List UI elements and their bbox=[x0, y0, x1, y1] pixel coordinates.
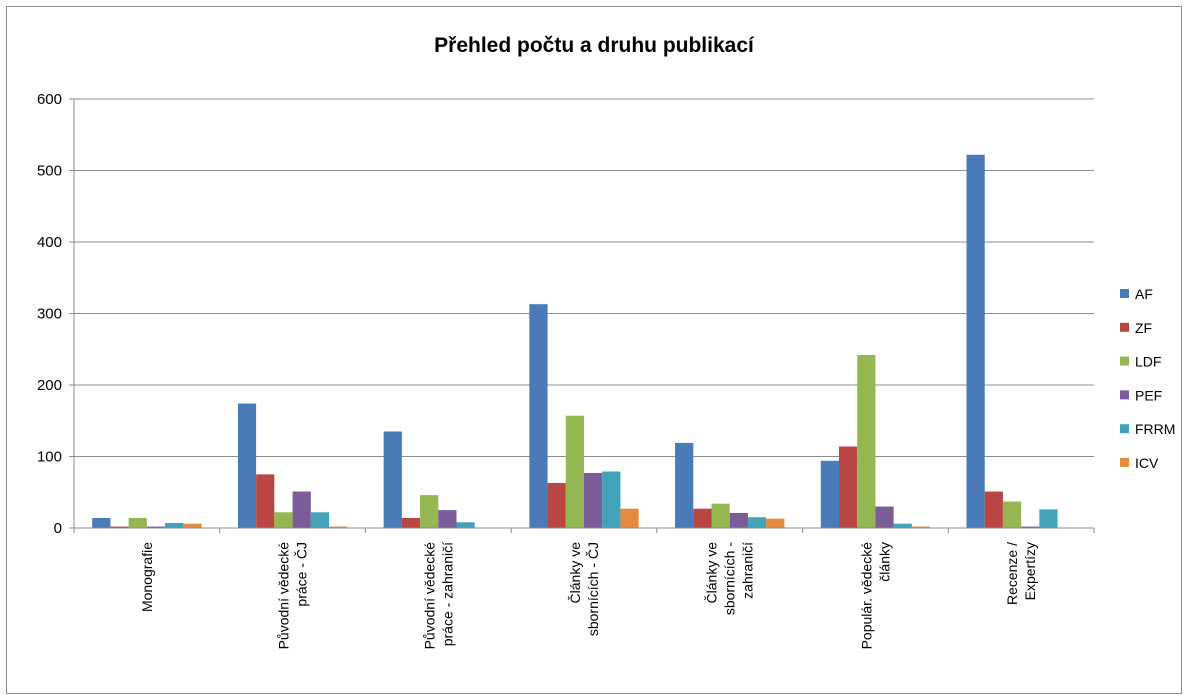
category-label-text: Recenze / Expertízy bbox=[1004, 542, 1038, 605]
category-label: Populár. vědecké články bbox=[858, 542, 892, 650]
category-label: Monografie bbox=[139, 542, 155, 612]
bar-af-0 bbox=[92, 517, 111, 528]
category-label-line: Expertízy bbox=[1022, 542, 1038, 600]
legend-swatch-frrm bbox=[1120, 424, 1129, 434]
bar-af-1 bbox=[237, 403, 257, 528]
category-label-text: Články ve sbornících - ČJ bbox=[567, 542, 601, 636]
category-label-line: Monografie bbox=[139, 542, 155, 612]
bar-frrm-1 bbox=[310, 512, 329, 528]
bar-frrm-5 bbox=[893, 523, 912, 528]
bar-zf-5 bbox=[839, 446, 858, 528]
bar-icv-0 bbox=[183, 523, 202, 528]
legend-swatch-ldf bbox=[1120, 356, 1129, 366]
legend-swatch-pef bbox=[1120, 390, 1129, 400]
legend-swatch-icv bbox=[1120, 458, 1129, 467]
y-tick-label: 500 bbox=[37, 163, 62, 180]
y-tick-label: 600 bbox=[37, 91, 62, 108]
bar-af-6 bbox=[966, 154, 985, 528]
y-tick-label: 100 bbox=[37, 449, 62, 466]
x-axis: Monografie Původní vědecké práce - ČJ Původ… bbox=[73, 527, 1095, 650]
bar-pef-3 bbox=[584, 472, 603, 528]
bar-frrm-6 bbox=[1039, 509, 1058, 528]
category-label-line: sbornících - ČJ bbox=[585, 542, 601, 636]
category-label-line: Populár. vědecké bbox=[858, 542, 874, 650]
bar-zf-3 bbox=[547, 482, 566, 528]
bar-frrm-3 bbox=[602, 471, 621, 528]
category-label-line: práce - ČJ bbox=[294, 542, 310, 607]
category-label-text: Původní vědecké práce - ČJ bbox=[276, 542, 310, 650]
bar-ldf-3 bbox=[565, 415, 584, 528]
category-label: Recenze / Expertízy bbox=[1004, 542, 1038, 605]
bar-pef-1 bbox=[292, 491, 311, 528]
bar-ldf-2 bbox=[420, 495, 439, 528]
legend-label-zf: ZF bbox=[1135, 320, 1152, 336]
bar-frrm-4 bbox=[747, 517, 767, 528]
bar-zf-4 bbox=[693, 508, 712, 528]
bar-af-4 bbox=[675, 442, 694, 528]
legend-label-icv: ICV bbox=[1135, 455, 1159, 471]
bar-icv-5 bbox=[911, 526, 931, 528]
bar-icv-3 bbox=[620, 508, 639, 528]
category-label-line: Původní vědecké bbox=[421, 542, 437, 650]
category-label-text: Původní vědecké práce - zahraničí bbox=[421, 542, 455, 650]
category-label-line: Recenze / bbox=[1004, 542, 1020, 605]
bar-icv-4 bbox=[766, 518, 785, 528]
legend-label-pef: PEF bbox=[1135, 387, 1162, 403]
bar-icv-1 bbox=[329, 526, 348, 528]
category-label: Původní vědecké práce - ČJ bbox=[276, 542, 310, 650]
category-label-text: Články ve sbornících - zahraničí bbox=[704, 542, 756, 615]
category-label-line: články bbox=[876, 542, 892, 582]
chart-title: Přehled počtu a druhu publikací bbox=[434, 34, 754, 57]
bar-frrm-0 bbox=[165, 522, 184, 528]
bar-pef-0 bbox=[146, 526, 166, 528]
legend-label-ldf: LDF bbox=[1135, 354, 1161, 370]
legend-swatch-zf bbox=[1120, 322, 1129, 332]
bar-af-2 bbox=[383, 431, 402, 528]
bar-frrm-2 bbox=[456, 522, 475, 528]
bar-af-3 bbox=[529, 304, 548, 528]
y-tick-label: 200 bbox=[37, 377, 62, 394]
bar-ldf-0 bbox=[128, 517, 147, 528]
bar-ldf-6 bbox=[1002, 501, 1022, 528]
bar-pef-4 bbox=[729, 512, 748, 528]
legend-label-af: AF bbox=[1135, 286, 1153, 302]
bar-pef-6 bbox=[1021, 526, 1040, 528]
bar-zf-0 bbox=[110, 526, 129, 528]
category-label-line: Články ve bbox=[567, 542, 583, 604]
y-tick-label: 400 bbox=[37, 234, 62, 251]
y-tick-label: 0 bbox=[54, 520, 62, 537]
category-label-line: Původní vědecké bbox=[276, 542, 292, 650]
bar-pef-2 bbox=[438, 510, 457, 528]
legend-swatch-af bbox=[1120, 289, 1129, 298]
bar-zf-1 bbox=[256, 474, 275, 528]
category-label: Původní vědecké práce - zahraničí bbox=[421, 542, 455, 650]
bar-ldf-5 bbox=[857, 354, 876, 528]
bar-ldf-1 bbox=[274, 512, 293, 528]
category-label-text: Monografie bbox=[139, 542, 155, 612]
category-label-line: zahraničí bbox=[740, 542, 756, 599]
category-label-line: sbornících - bbox=[722, 542, 738, 615]
bar-pef-5 bbox=[875, 506, 894, 528]
category-label-line: práce - zahraničí bbox=[439, 542, 455, 646]
category-label-text: Populár. vědecké články bbox=[858, 542, 892, 650]
bar-zf-2 bbox=[401, 517, 421, 528]
bar-af-5 bbox=[820, 460, 839, 528]
y-axis: 0 100 200 300 400 500 600 bbox=[37, 91, 75, 537]
category-label-line: Články ve bbox=[704, 542, 720, 604]
bar-ldf-4 bbox=[711, 503, 730, 528]
category-label: Články ve sbornících - ČJ bbox=[567, 542, 601, 636]
legend: AF ZF LDF PEF FRRM ICV bbox=[1120, 286, 1175, 471]
bars bbox=[92, 154, 1058, 528]
bar-zf-6 bbox=[984, 491, 1003, 528]
chart-frame bbox=[6, 6, 1182, 694]
legend-label-frrm: FRRM bbox=[1135, 421, 1175, 437]
y-tick-label: 300 bbox=[37, 306, 62, 323]
category-label: Články ve sbornících - zahraničí bbox=[704, 542, 756, 615]
